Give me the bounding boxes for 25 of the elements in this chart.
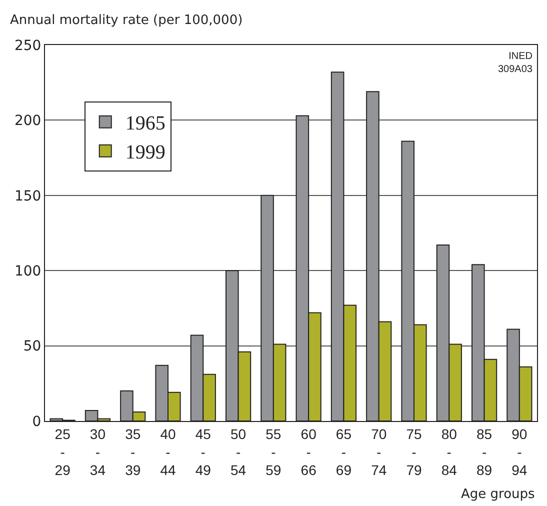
- y-tick-label: 200: [14, 113, 42, 130]
- x-tick-label: 90 - 94: [512, 426, 528, 478]
- legend-label: 1965: [125, 112, 166, 135]
- x-tick-label: 25 - 29: [54, 426, 71, 478]
- x-tick-label: 65 - 69: [336, 426, 352, 478]
- x-tick-label: 30 - 34: [90, 426, 106, 478]
- y-tick-label: 250: [14, 38, 42, 54]
- x-tick-label: 60 - 66: [300, 426, 317, 478]
- x-tick-label: 45 - 49: [195, 426, 212, 478]
- x-tick-label: 70 - 74: [371, 426, 387, 478]
- y-tick-label: 50: [23, 338, 42, 355]
- legend-label: 1999: [125, 142, 166, 164]
- x-tick-label: 75 - 79: [406, 426, 422, 478]
- x-tick-label: 40 - 44: [160, 426, 176, 478]
- y-axis-title: Annual mortality rate (per 100,000): [10, 13, 243, 28]
- x-tick-label: 80 - 84: [441, 426, 458, 478]
- x-tick-label: 50 - 54: [230, 426, 246, 478]
- x-tick-label: 85 - 89: [476, 426, 492, 478]
- y-tick-label: 150: [14, 188, 42, 204]
- x-tick-label: 55 - 59: [266, 426, 282, 478]
- x-tick-label: 35 - 39: [125, 426, 141, 478]
- y-tick-label: 100: [14, 264, 42, 280]
- annotation: INED 309A03: [498, 51, 533, 75]
- x-axis-title: Age groups: [461, 487, 536, 502]
- y-tick-label: 0: [32, 414, 42, 430]
